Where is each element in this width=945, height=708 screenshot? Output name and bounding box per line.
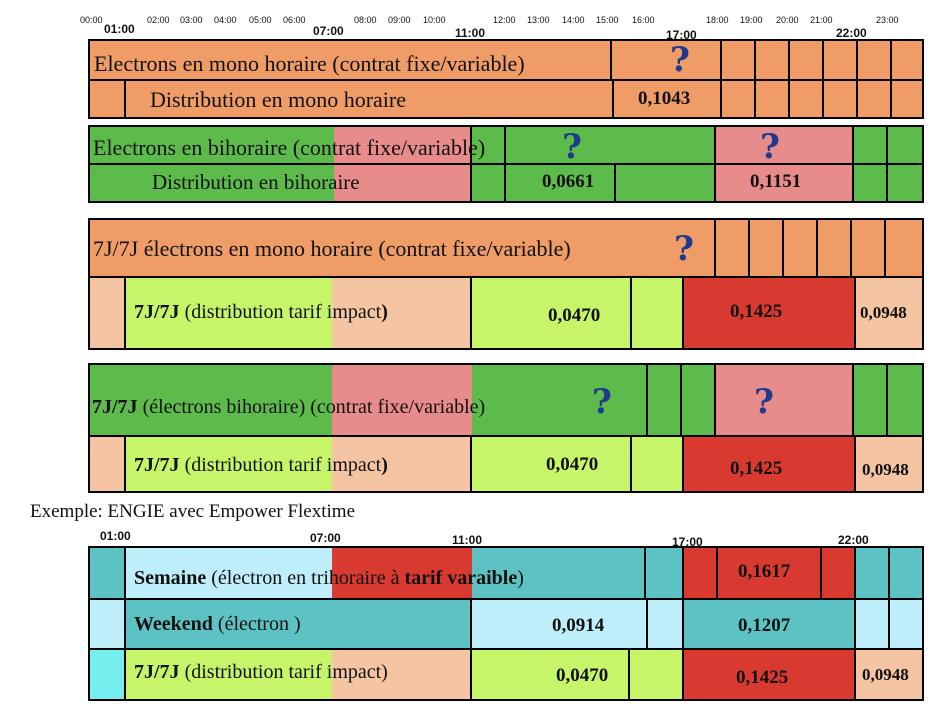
hour-tick: 17:00 [666,28,697,42]
semaine-end: ) [517,567,524,589]
hour-tick: 03:00 [180,15,203,25]
hour-tick: 02:00 [147,15,170,25]
flex-night-value: 0,0948 [862,665,909,684]
bi7j-peak-value: 0,1425 [730,458,783,479]
hour-tick: 11:00 [452,533,483,547]
mono-7j7j-block: 7J/7J électrons en mono horaire (contrat… [88,218,924,350]
hour-tick: 20:00 [776,15,799,25]
hour-tick: 09:00 [388,15,411,25]
question-mark-icon: ? [562,127,582,167]
question-mark-icon: ? [674,229,694,269]
weekend-day-value: 0,0914 [552,615,605,636]
hour-tick: 06:00 [283,15,306,25]
weekend-label: Weekend (électron ) [134,614,301,634]
hour-tick: 07:00 [310,531,341,545]
hour-tick: 22:00 [838,533,869,547]
hour-tick: 08:00 [354,15,377,25]
question-mark-icon: ? [754,382,774,422]
mono7j-distribution-end: ) [381,301,388,323]
bi7j-electrons-rest: (électrons bihoraire) (contrat fixe/vari… [137,396,486,418]
question-mark-icon: ? [760,127,780,167]
mono7j-distribution-label: 7J/7J (distribution tarif impact) [134,302,388,322]
bihoraire-block: Electrons en bihoraire (contrat fixe/var… [88,125,924,203]
mono7j-electrons-label: 7J/7J électrons en mono horaire (contrat… [93,236,571,261]
semaine-bold2: tarif varaible [404,567,518,589]
flex-distribution-rest: (distribution tarif impact) [179,661,388,683]
bi7j-distribution-end: ) [381,454,388,476]
flex-distribution-label: 7J/7J (distribution tarif impact) [134,662,388,682]
hour-tick: 14:00 [562,15,585,25]
mono7j-peak-value: 0,1425 [730,301,783,322]
mono-distribution-label: Distribution en mono horaire [150,87,407,112]
bi7j-distribution-bold: 7J/7J [134,454,180,476]
hour-tick: 00:00 [80,15,103,25]
mono-horaire-block: Electrons en mono horaire (contrat fixe/… [88,39,924,119]
hour-tick: 16:00 [632,15,655,25]
mono7j-distribution-bold: 7J/7J [134,301,180,323]
hour-tick: 07:00 [313,24,344,38]
hour-tick: 05:00 [249,15,272,25]
bi7j-night-value: 0,0948 [862,460,909,479]
example-label: Exemple: ENGIE avec Empower Flextime [30,501,356,522]
hour-tick: 23:00 [876,15,899,25]
hour-tick: 11:00 [455,26,486,40]
bi7j-distribution-rest: (distribution tarif impact [179,454,382,476]
bi-day-value: 0,0661 [542,171,595,192]
mono7j-day-value: 0,0470 [548,305,601,326]
hour-tick: 21:00 [810,15,833,25]
mono7j-night-value: 0,0948 [860,303,907,322]
semaine-rest: (électron en trihoraire à [206,567,405,589]
hour-tick: 18:00 [706,15,729,25]
bi7j-distribution-label: 7J/7J (distribution tarif impact) [134,455,388,475]
bi-distribution-label: Distribution en bihoraire [152,170,360,194]
bi7j-electrons-label: 7J/7J (électrons bihoraire) (contrat fix… [92,397,485,417]
weekend-bold: Weekend [134,613,213,635]
hour-tick: 04:00 [214,15,237,25]
hour-tick: 13:00 [527,15,550,25]
hour-tick: 10:00 [423,15,446,25]
flextime-block: Semaine (électron en trihoraire à tarif … [88,546,924,701]
semaine-label: Semaine (électron en trihoraire à tarif … [134,568,524,588]
question-mark-icon: ? [670,40,690,80]
hour-tick: 12:00 [493,15,516,25]
bi-7j7j-block: 7J/7J (électrons bihoraire) (contrat fix… [88,363,924,493]
bi-peak-value: 0,1151 [750,171,802,192]
flex-peak-value: 0,1425 [736,667,789,688]
flex-distribution-bold: 7J/7J [134,661,180,683]
question-mark-icon: ? [592,382,612,422]
weekend-rest: (électron ) [212,613,301,635]
hour-tick: 15:00 [596,15,619,25]
mono-electrons-label: Electrons en mono horaire (contrat fixe/… [94,51,525,76]
hour-tick: 01:00 [100,529,131,543]
semaine-peak-value: 0,1617 [738,561,791,582]
semaine-bold: Semaine [134,567,207,589]
mono-distribution-value: 0,1043 [638,88,691,109]
mono7j-distribution-rest: (distribution tarif impact [179,301,382,323]
flex-day-value: 0,0470 [556,665,609,686]
weekend-peak-value: 0,1207 [738,615,791,636]
hour-tick: 22:00 [836,26,867,40]
bi7j-electrons-bold: 7J/7J [92,396,138,418]
hour-tick: 01:00 [104,22,135,36]
hour-tick: 19:00 [740,15,763,25]
bi7j-day-value: 0,0470 [546,454,599,475]
bi-electrons-label: Electrons en bihoraire (contrat fixe/var… [93,135,486,160]
hour-tick: 17:00 [672,535,703,549]
